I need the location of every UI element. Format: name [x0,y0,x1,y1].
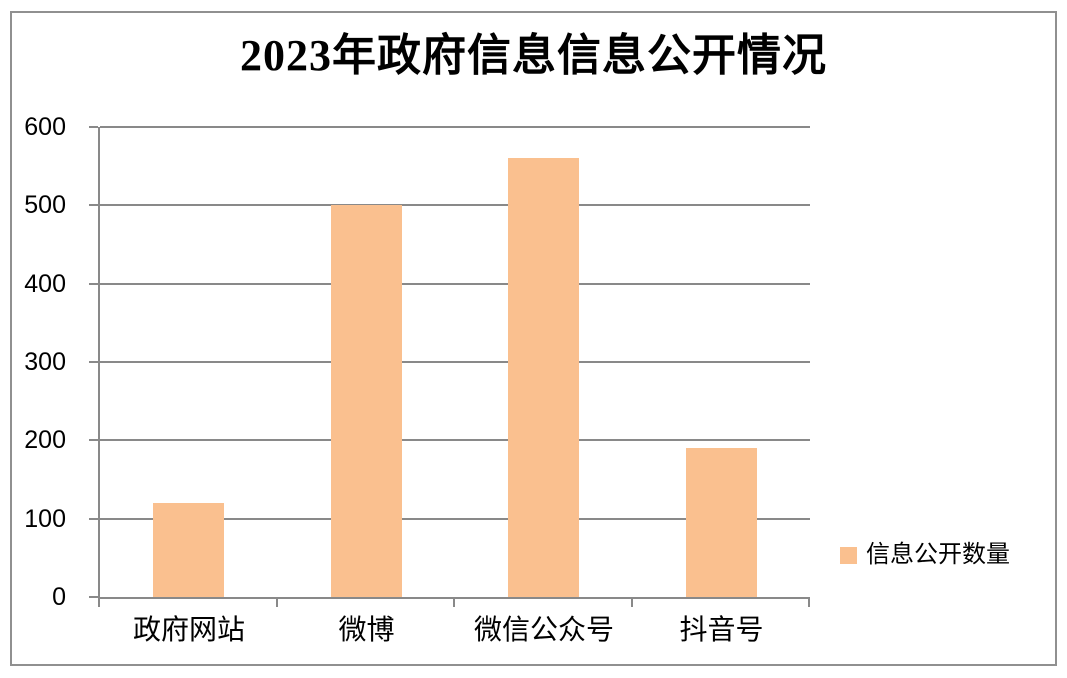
y-axis-tick-label: 200 [24,426,66,455]
plot-area [89,126,810,607]
x-axis-tick [630,597,633,607]
gridline [100,517,810,520]
gridline [100,204,810,207]
y-axis-tick [89,282,98,285]
x-axis-category-label: 抖音号 [679,615,764,646]
x-axis-category-label: 政府网站 [132,615,245,646]
gridline [100,439,810,442]
y-axis-tick-label: 100 [24,504,66,533]
x-axis-category-label: 微博 [338,615,395,646]
x-axis-tick [275,597,278,607]
legend: 信息公开数量 [840,543,1010,568]
y-axis-tick [89,204,98,207]
legend-swatch-icon [840,547,857,564]
x-axis-category-label: 微信公众号 [473,615,614,646]
bar [153,503,225,597]
y-axis-tick-label: 500 [24,191,66,220]
x-axis-tick [98,597,100,607]
y-axis-tick-label: 600 [24,113,66,141]
legend-label: 信息公开数量 [866,542,1010,568]
x-axis-tick [808,597,810,607]
chart-title: 2023年政府信息信息公开情况 [240,31,827,80]
y-axis-tick [89,517,98,520]
y-axis-tick [89,439,98,442]
y-axis-tick [89,126,98,128]
y-axis-tick-label: 300 [24,348,66,376]
bar [330,205,402,597]
y-axis-tick-label: 400 [24,269,66,298]
bar [508,158,580,597]
y-axis-tick [89,596,98,598]
gridline [100,282,810,285]
y-axis-tick-label: 0 [52,583,66,611]
bar [685,448,757,597]
y-axis-tick [89,361,98,363]
gridline [100,361,810,363]
gridline [100,126,810,128]
x-axis-tick [453,597,455,607]
